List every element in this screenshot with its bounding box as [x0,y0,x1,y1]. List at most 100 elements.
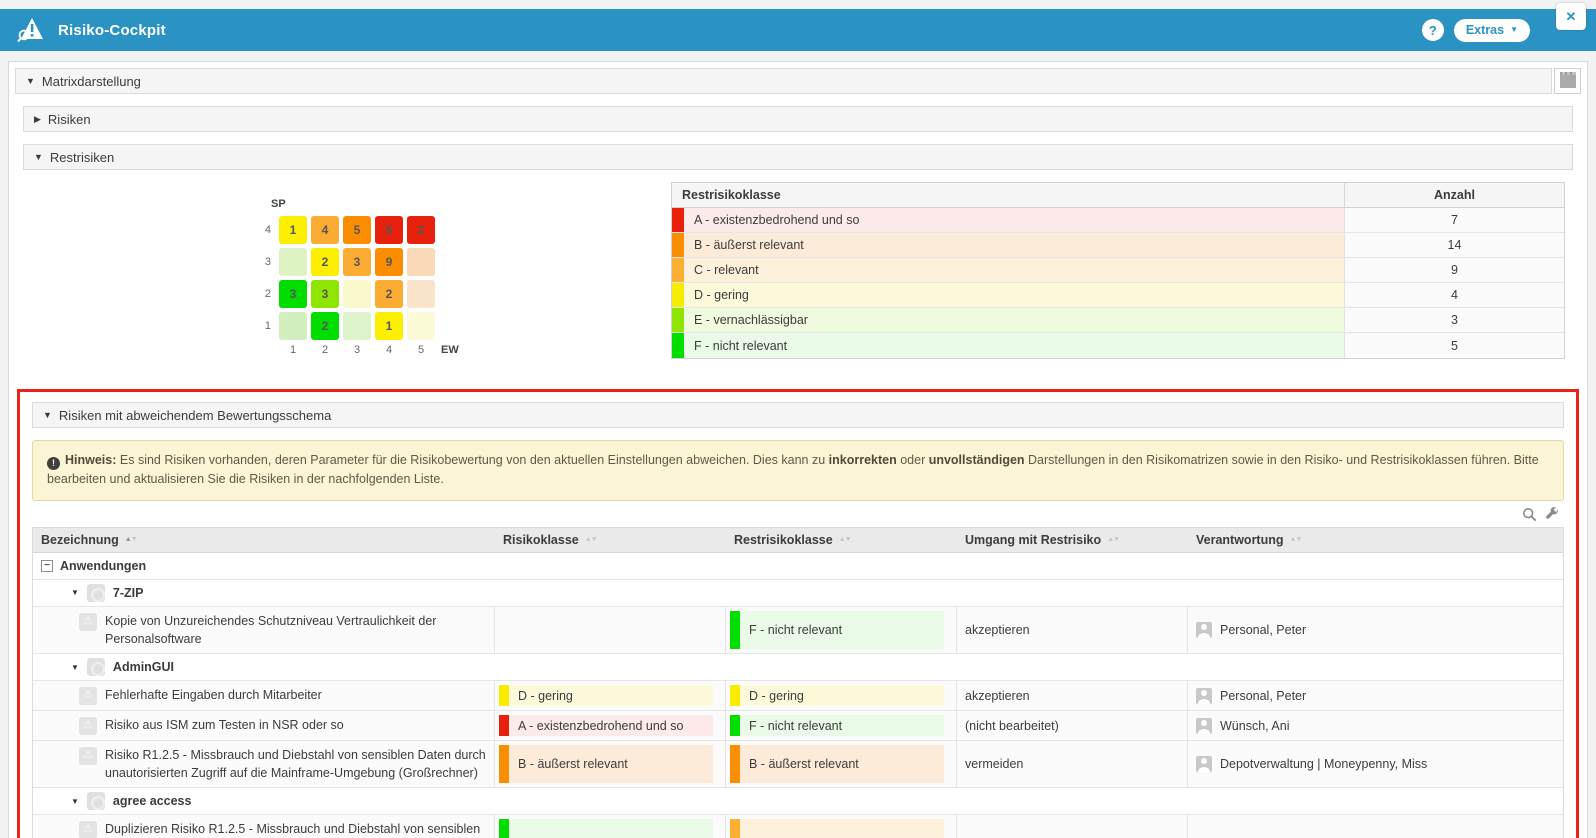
matrix-cell[interactable] [279,312,307,340]
sort-icons[interactable]: ▲▼ [125,536,137,543]
risk-warning-icon [79,717,97,735]
matrix-cell[interactable]: 2 [311,248,339,276]
risk-class-badge: F - nicht relevant [499,819,713,838]
caret-down-icon[interactable]: ▼ [71,797,79,806]
table-row[interactable]: Duplizieren Risiko R1.2.5 - Missbrauch u… [33,815,1563,838]
class-label: C - relevant [740,819,944,838]
restrisikoklasse-table: Restrisikoklasse Anzahl A - existenzbedr… [671,182,1565,359]
column-header-rk[interactable]: Risikoklasse▲▼ [495,528,726,552]
table-row-subgroup[interactable]: ▼agree access [33,788,1563,815]
table-row[interactable]: F - nicht relevant5 [672,333,1564,358]
search-icon[interactable] [1522,507,1537,522]
table-row[interactable]: D - gering4 [672,283,1564,308]
matrix-cell[interactable] [407,248,435,276]
person-icon [1196,756,1212,772]
risikoklasse-cell: A - existenzbedrohend und so [495,711,726,740]
matrix-col-label: 3 [343,344,371,356]
matrix-cell[interactable]: 1 [375,312,403,340]
verantwortung-cell: Admin, Anton [1188,815,1563,838]
umgang-cell: akzeptieren [957,607,1188,653]
table-header-row: Bezeichnung▲▼Risikoklasse▲▼Restrisikokla… [33,528,1563,553]
matrix-cell[interactable]: 2 [375,280,403,308]
matrix-cell[interactable]: 5 [343,216,371,244]
caret-down-icon[interactable]: ▼ [71,663,79,672]
matrix-cell[interactable]: 2 [311,312,339,340]
table-row[interactable]: Fehlerhafte Eingaben durch MitarbeiterD … [33,681,1563,711]
matrix-cell[interactable]: 3 [343,248,371,276]
matrix-cell[interactable]: 3 [279,280,307,308]
class-label: D - gering [684,283,1344,307]
help-button[interactable]: ? [1422,19,1444,41]
sort-icons[interactable]: ▲▼ [585,536,597,543]
subgroup-label: 7-ZIP [113,586,144,600]
risk-class-badge: B - äußerst relevant [730,745,944,783]
matrix-cell[interactable]: 9 [375,248,403,276]
column-header-ver[interactable]: Verantwortung▲▼ [1188,528,1563,552]
close-button[interactable]: ✕ [1556,3,1586,30]
risikoklasse-cell: D - gering [495,681,726,710]
matrix-cell[interactable]: 2 [407,216,435,244]
extras-button[interactable]: Extras ▼ [1454,19,1530,42]
matrix-cell[interactable] [279,248,307,276]
table-row[interactable]: Risiko aus ISM zum Testen in NSR oder so… [33,711,1563,741]
wrench-icon[interactable] [1545,507,1560,522]
matrix-row: 414552 [259,216,671,244]
class-label: F - nicht relevant [509,819,713,838]
restrisikoklasse-cell: D - gering [726,681,957,710]
table-row-subgroup[interactable]: ▼ 7-ZIP [33,580,1563,607]
risk-name: Risiko R1.2.5 - Missbrauch und Diebstahl… [105,746,486,782]
section-risiken[interactable]: ▶ Risiken [23,106,1573,132]
matrix-cell[interactable] [343,312,371,340]
risk-class-badge: D - gering [499,685,713,706]
risk-class-badge: B - äußerst relevant [499,745,713,783]
sort-icons[interactable]: ▲▼ [1290,536,1302,543]
risk-class-badge: A - existenzbedrohend und so [499,715,713,736]
matrix-cell[interactable] [343,280,371,308]
caret-down-icon[interactable]: ▼ [71,588,79,597]
risk-class-badge: D - gering [730,685,944,706]
section-abweichendes-bewertungsschema[interactable]: ▼ Risiken mit abweichendem Bewertungssch… [32,402,1564,428]
verantwortung-cell: Wünsch, Ani [1188,711,1563,740]
column-header-umg[interactable]: Umgang mit Restrisiko▲▼ [957,528,1188,552]
info-icon: ! [47,457,60,470]
restrisikoklasse-cell: F - nicht relevant [726,711,957,740]
table-row[interactable]: Kopie von Unzureichendes Schutzniveau Ve… [33,607,1563,654]
verantwortung-name: Depotverwaltung | Moneypenny, Miss [1220,757,1427,771]
chevron-down-icon: ▼ [1510,26,1518,34]
table-row[interactable]: A - existenzbedrohend und so7 [672,208,1564,233]
table-row[interactable]: Risiko R1.2.5 - Missbrauch und Diebstahl… [33,741,1563,788]
matrix-cell[interactable] [407,312,435,340]
class-label: E - vernachlässigbar [684,308,1344,332]
umgang-cell: akzeptieren [957,681,1188,710]
matrix-row-label: 1 [259,320,279,332]
table-row-subgroup[interactable]: ▼AdminGUI [33,654,1563,681]
column-header-bez[interactable]: Bezeichnung▲▼ [33,528,495,552]
risk-matrix: SP 41455232392332121 12345EW [31,176,671,356]
collapse-icon[interactable]: − [41,560,53,572]
section-restrisiken[interactable]: ▼ Restrisiken [23,144,1573,170]
matrix-x-axis-label: EW [441,344,459,356]
matrix-cell[interactable]: 3 [311,280,339,308]
bezeichnung-cell: Risiko aus ISM zum Testen in NSR oder so [33,711,495,740]
class-label: F - nicht relevant [740,611,944,649]
matrix-y-axis-label: SP [271,198,671,210]
class-label: F - nicht relevant [740,715,944,736]
umgang-cell: vermeiden [957,815,1188,838]
subgroup-cell: ▼AdminGUI [33,654,1563,680]
column-header-rrk[interactable]: Restrisikoklasse▲▼ [726,528,957,552]
matrix-cell[interactable]: 1 [279,216,307,244]
sort-icons[interactable]: ▲▼ [1107,536,1119,543]
column-header: Restrisikoklasse [672,183,1344,207]
table-row-group[interactable]: −Anwendungen [33,553,1563,580]
class-count: 4 [1344,283,1564,307]
table-row[interactable]: E - vernachlässigbar3 [672,308,1564,333]
section-matrixdarstellung[interactable]: ▼ Matrixdarstellung [15,68,1552,94]
table-row[interactable]: C - relevant9 [672,258,1564,283]
matrix-cell[interactable]: 5 [375,216,403,244]
sort-icons[interactable]: ▲▼ [839,536,851,543]
matrix-cell[interactable]: 4 [311,216,339,244]
table-row[interactable]: B - äußerst relevant14 [672,233,1564,258]
window-layout-button[interactable] [1554,68,1581,94]
verantwortung-cell: Personal, Peter [1188,607,1563,653]
matrix-cell[interactable] [407,280,435,308]
